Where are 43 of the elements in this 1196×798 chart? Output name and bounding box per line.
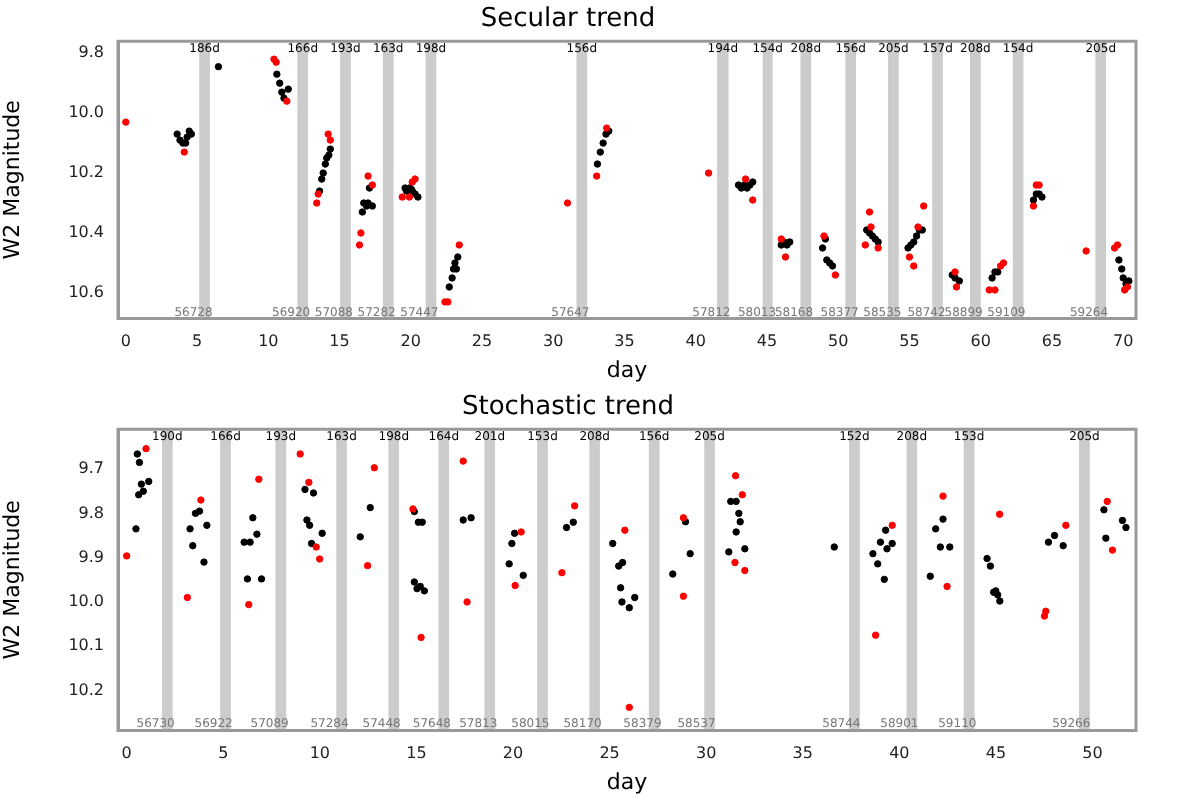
x-tick-label: 25 [471, 332, 493, 351]
x-tick-label: 45 [756, 332, 778, 351]
x-tick-label: 25 [599, 744, 620, 763]
x-tick-label: 50 [1082, 744, 1103, 763]
x-tick-label: 35 [792, 744, 813, 763]
x-tick-label: 70 [1112, 332, 1134, 351]
y-tick-label: 10.1 [68, 636, 104, 655]
y-tick-label: 9.9 [78, 547, 104, 566]
x-tick-label: 0 [121, 744, 132, 763]
x-tick-label: 50 [828, 332, 849, 351]
y-tick-label: 10.2 [68, 680, 104, 699]
x-tick-label: 55 [899, 332, 920, 351]
x-tick-label: 10 [258, 332, 279, 351]
x-tick-label: 30 [696, 744, 717, 763]
y-tick-label: 9.8 [78, 503, 104, 522]
x-tick-label: 20 [400, 332, 421, 351]
x-tick-label: 15 [329, 332, 350, 351]
x-tick-label: 40 [889, 744, 910, 763]
x-tick-label: 0 [120, 332, 131, 351]
x-tick-label: 30 [543, 332, 564, 351]
y-axis-title: W2 Magnitude [0, 499, 25, 660]
y-tick-label: 10.0 [68, 103, 104, 122]
y-tick-label: 10.4 [68, 223, 104, 242]
y-tick-label: 9.8 [78, 43, 104, 62]
y-tick-label: 10.0 [68, 592, 104, 611]
x-tick-label: 35 [614, 332, 635, 351]
x-axis-title: day [606, 356, 649, 383]
y-tick-label: 10.2 [68, 163, 104, 182]
x-tick-label: 60 [970, 332, 991, 351]
y-tick-label: 10.6 [68, 283, 104, 302]
x-tick-label: 20 [502, 744, 524, 763]
y-axis-title: W2 Magnitude [0, 99, 25, 260]
chart-title: Secular trend [480, 4, 656, 35]
x-tick-label: 5 [191, 332, 203, 351]
y-tick-label: 9.7 [78, 459, 104, 478]
x-tick-label: 40 [685, 332, 706, 351]
x-tick-label: 10 [309, 744, 331, 763]
x-tick-label: 45 [985, 744, 1007, 763]
x-axis-title: day [606, 768, 649, 795]
x-tick-label: 15 [406, 744, 427, 763]
chart-title: Stochastic trend [461, 392, 675, 423]
x-tick-label: 5 [218, 744, 229, 763]
x-tick-label: 65 [1041, 332, 1063, 351]
